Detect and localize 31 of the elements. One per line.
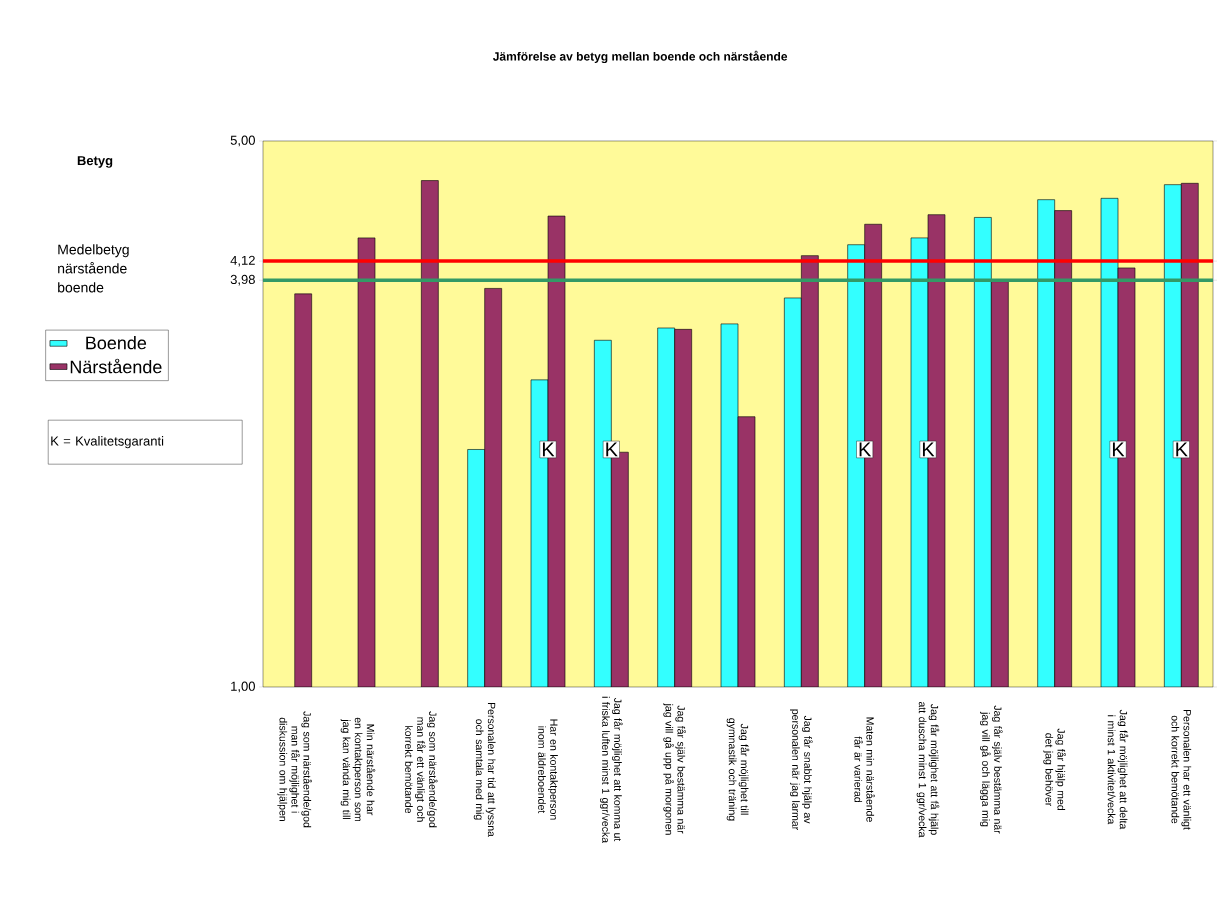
x-tick-label: Jag som närstående/god man får möjlighet i diskussion om hjälpen (277, 711, 312, 828)
x-tick-label: Min närstående har en kontaktperson som jag kan vända mig till (340, 717, 376, 822)
x-tick-label: Jag som närstående/god man får ett vänligt och korrekt bemötande (405, 711, 438, 828)
x-tick-label: Jag får själv bestämma när jag vill gå och lägga mig (980, 705, 1003, 834)
chart-title: Jämförelse av betyg mellan boende och närstående (492, 50, 788, 64)
x-tick-label: Jag får snabbt hjälp av personalen när jag larmar (790, 709, 813, 831)
x-tick-label: Personalen har ett vänligt och korrekt bemötande (1171, 709, 1192, 830)
annotation: K (859, 442, 872, 457)
y-tick-label: 4,12 (230, 255, 255, 267)
x-tick-label: Jag får möjlighet att få hjälp att duscha minst 1 ggr/vecka (916, 701, 940, 838)
text: Betyg (77, 156, 113, 168)
annotation: K (1112, 442, 1125, 457)
x-tick-label: Har en kontaktperson inom äldreboendet (538, 719, 558, 820)
x-tick-label: Jag får själv bestämma när jag vill gå upp på morgonen (663, 703, 686, 835)
x-tick-label: Personalen har tid att lyssna och samtala med mig (473, 702, 496, 837)
text: Medelbetyg närstående boende (58, 244, 129, 293)
annotation: K (1176, 442, 1188, 457)
x-tick-label: Maten min närstående får är varierad (854, 717, 875, 822)
annotation: K (606, 442, 618, 457)
y-tick-label: 1,00 (231, 681, 255, 693)
y-tick-label: 3,98 (230, 274, 255, 286)
annotation: K (922, 442, 935, 457)
x-tick-label: Jag får möjlighet att komma ut i friska luften minst 1 ggr/vecka (600, 696, 623, 844)
legend-label: Närstående (70, 358, 162, 374)
x-tick-label: Jag får möjlighet att delta i minst 1 aktivitet/vecka (1107, 709, 1129, 830)
x-tick-label: Jag får möjlighet till gymnastik och träning (726, 718, 750, 821)
legend-label: Boende (86, 336, 147, 350)
text: K = Kvalitetsgaranti (51, 436, 164, 449)
y-tick-label: 5,00 (230, 135, 255, 147)
annotation: K (542, 442, 555, 457)
x-tick-label: Jag får hjälp med det jag behöver (1043, 728, 1066, 810)
